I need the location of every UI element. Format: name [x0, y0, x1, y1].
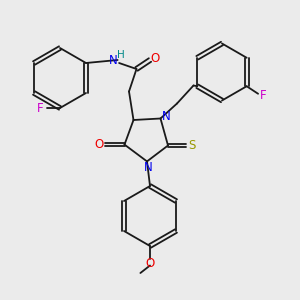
Text: H: H	[117, 50, 125, 60]
Text: O: O	[146, 256, 154, 270]
Text: F: F	[37, 101, 44, 115]
Text: N: N	[109, 53, 118, 67]
Text: N: N	[161, 110, 170, 123]
Text: N: N	[144, 161, 153, 174]
Text: O: O	[94, 138, 103, 151]
Text: O: O	[151, 52, 160, 65]
Text: S: S	[188, 139, 196, 152]
Text: F: F	[260, 89, 266, 102]
